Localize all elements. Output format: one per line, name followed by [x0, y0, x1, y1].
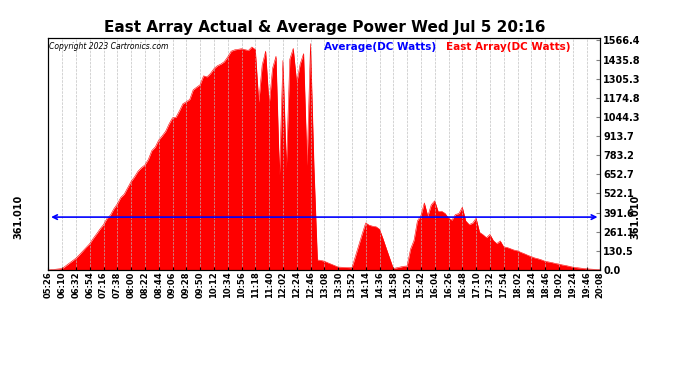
Text: Copyright 2023 Cartronics.com: Copyright 2023 Cartronics.com [50, 42, 169, 51]
Text: East Array(DC Watts): East Array(DC Watts) [446, 42, 570, 52]
Text: 361.010: 361.010 [631, 195, 640, 239]
Text: Average(DC Watts): Average(DC Watts) [324, 42, 437, 52]
Text: 361.010: 361.010 [14, 195, 23, 239]
Title: East Array Actual & Average Power Wed Jul 5 20:16: East Array Actual & Average Power Wed Ju… [104, 20, 545, 35]
